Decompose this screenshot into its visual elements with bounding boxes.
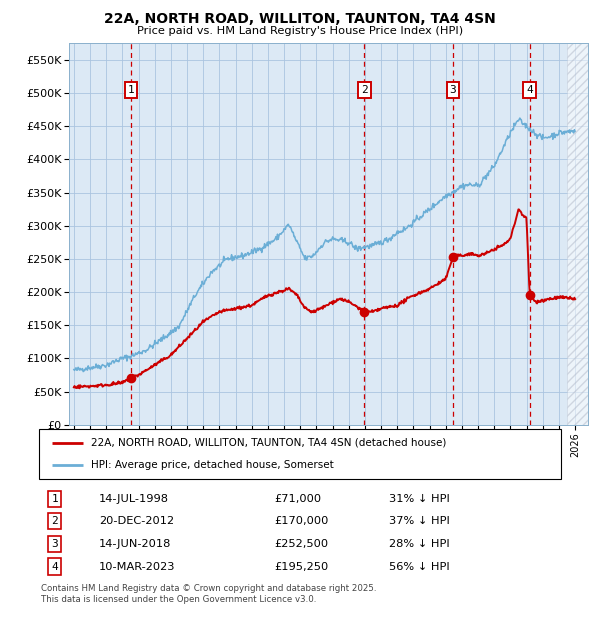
Text: 28% ↓ HPI: 28% ↓ HPI bbox=[389, 539, 449, 549]
Text: Contains HM Land Registry data © Crown copyright and database right 2025.: Contains HM Land Registry data © Crown c… bbox=[41, 584, 376, 593]
Bar bbox=[567, 43, 588, 425]
Text: £252,500: £252,500 bbox=[274, 539, 328, 549]
Text: 37% ↓ HPI: 37% ↓ HPI bbox=[389, 516, 449, 526]
Text: 56% ↓ HPI: 56% ↓ HPI bbox=[389, 562, 449, 572]
Text: 10-MAR-2023: 10-MAR-2023 bbox=[99, 562, 176, 572]
Text: This data is licensed under the Open Government Licence v3.0.: This data is licensed under the Open Gov… bbox=[41, 595, 316, 604]
Text: Price paid vs. HM Land Registry's House Price Index (HPI): Price paid vs. HM Land Registry's House … bbox=[137, 26, 463, 36]
Text: 22A, NORTH ROAD, WILLITON, TAUNTON, TA4 4SN (detached house): 22A, NORTH ROAD, WILLITON, TAUNTON, TA4 … bbox=[91, 438, 446, 448]
Text: 20-DEC-2012: 20-DEC-2012 bbox=[99, 516, 174, 526]
Text: 3: 3 bbox=[51, 539, 58, 549]
Text: £195,250: £195,250 bbox=[274, 562, 328, 572]
Text: 4: 4 bbox=[51, 562, 58, 572]
Text: 22A, NORTH ROAD, WILLITON, TAUNTON, TA4 4SN: 22A, NORTH ROAD, WILLITON, TAUNTON, TA4 … bbox=[104, 12, 496, 27]
Text: 14-JUN-2018: 14-JUN-2018 bbox=[99, 539, 172, 549]
Text: 31% ↓ HPI: 31% ↓ HPI bbox=[389, 494, 449, 503]
Text: HPI: Average price, detached house, Somerset: HPI: Average price, detached house, Some… bbox=[91, 460, 334, 470]
Text: 2: 2 bbox=[51, 516, 58, 526]
Text: 1: 1 bbox=[51, 494, 58, 503]
Text: 1: 1 bbox=[128, 85, 134, 95]
Text: £71,000: £71,000 bbox=[274, 494, 321, 503]
Text: 4: 4 bbox=[526, 85, 533, 95]
Text: 2: 2 bbox=[361, 85, 368, 95]
Text: 14-JUL-1998: 14-JUL-1998 bbox=[99, 494, 169, 503]
Text: £170,000: £170,000 bbox=[274, 516, 328, 526]
Text: 3: 3 bbox=[449, 85, 457, 95]
